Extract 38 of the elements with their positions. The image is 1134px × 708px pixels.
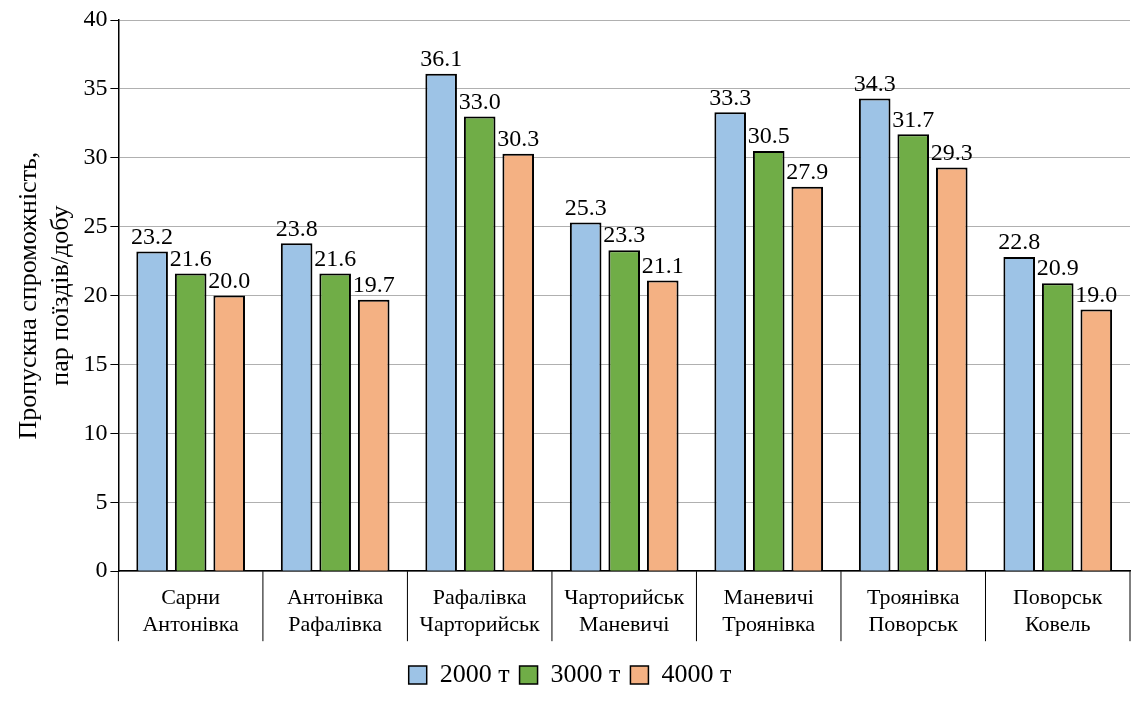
data-label: 25.3	[564, 193, 607, 220]
x-tick-label: Поворськ Ковель	[1012, 584, 1103, 636]
data-label: 36.1	[420, 45, 463, 72]
data-label: 29.3	[930, 138, 973, 165]
data-label: 21.1	[641, 251, 684, 278]
data-label: 19.0	[1075, 280, 1118, 307]
data-label: 22.8	[998, 228, 1041, 255]
data-label: 27.9	[786, 158, 829, 185]
y-tick-label: 20	[83, 280, 108, 307]
legend-label: 4000 т	[661, 658, 732, 688]
data-label: 30.5	[747, 122, 790, 149]
y-tick-label: 5	[95, 487, 108, 514]
y-tick-label: 30	[83, 143, 108, 170]
data-label: 21.6	[314, 244, 357, 271]
data-label: 23.8	[275, 214, 318, 241]
data-label: 20.9	[1036, 254, 1079, 281]
data-label: 23.3	[603, 221, 646, 248]
y-tick-label: 15	[83, 349, 108, 376]
legend-label: 2000 т	[439, 658, 510, 688]
y-tick-label: 35	[83, 74, 108, 101]
y-tick-label: 10	[83, 418, 108, 445]
x-tick-label: Маневичі Троянівка	[722, 584, 816, 636]
x-tick-label: Троянівка Поворськ	[866, 584, 960, 636]
x-tick-label: Чарторийськ Маневичі	[564, 584, 685, 636]
legend-label: 3000 т	[550, 658, 621, 688]
data-label: 33.0	[458, 87, 501, 114]
y-tick-label: 40	[83, 5, 108, 32]
y-axis-title: Пропускна спроможність, пар поїздів/добу	[13, 151, 74, 440]
x-tick-label: Сарни Антонівка	[142, 584, 240, 636]
data-label: 31.7	[892, 105, 935, 132]
x-tick-label: Рафалівка Чарторийськ	[419, 584, 541, 636]
data-label: 19.7	[352, 271, 395, 298]
data-label: 30.3	[497, 124, 540, 151]
data-label: 33.3	[709, 83, 752, 110]
x-tick-label: Антонівка Рафалівка	[286, 584, 384, 636]
data-label: 34.3	[853, 69, 896, 96]
y-tick-label: 0	[95, 556, 108, 583]
y-tick-label: 25	[83, 212, 108, 238]
